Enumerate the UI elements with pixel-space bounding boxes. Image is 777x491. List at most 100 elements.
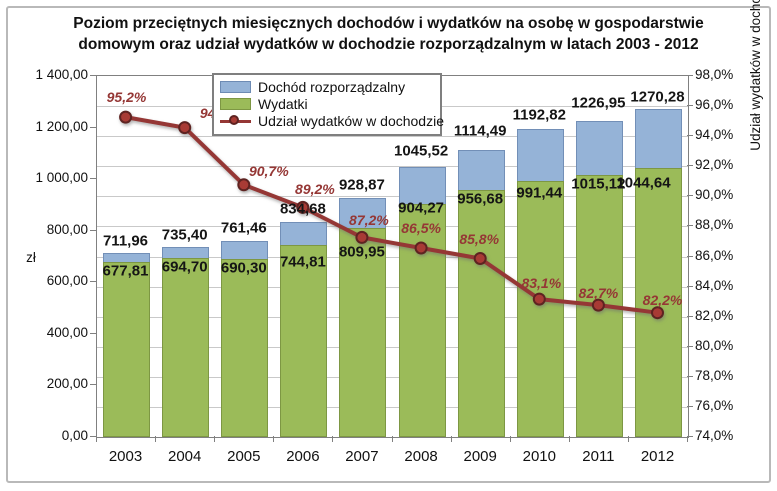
line-marker <box>296 200 310 214</box>
right-axis-tick <box>687 75 693 76</box>
income-value-label: 761,46 <box>220 219 267 237</box>
line-marker-swatch-icon <box>220 115 251 127</box>
left-axis-tick <box>90 126 96 128</box>
share-line-layer <box>119 110 664 320</box>
right-axis-tick <box>687 315 693 317</box>
gridline <box>97 316 688 318</box>
share-percent-label: 95,2% <box>106 89 147 106</box>
gridline <box>97 286 688 288</box>
x-axis-tick <box>687 436 688 442</box>
right-axis-tick <box>687 405 693 407</box>
right-axis-tick <box>687 225 693 227</box>
line-marker <box>414 241 428 255</box>
right-axis-title: Udział wydatków w dochodzie w % <box>748 0 763 151</box>
year-label: 2007 <box>345 448 379 465</box>
expense-value-label: 809,95 <box>338 243 385 261</box>
gridline <box>97 406 688 408</box>
year-label: 2003 <box>108 448 143 465</box>
right-axis-tick <box>687 195 693 197</box>
x-axis-tick <box>627 436 629 442</box>
gridline <box>97 226 688 228</box>
share-percent-label: 83,1% <box>521 275 562 292</box>
income-swatch-icon <box>220 81 251 93</box>
year-label: 2012 <box>640 448 675 465</box>
x-axis-tick <box>214 436 216 442</box>
share-percent-label: 86,5% <box>401 220 441 236</box>
expense-value-label: 744,81 <box>279 253 326 271</box>
income-value-label: 1226,95 <box>571 94 626 112</box>
line-marker <box>532 292 546 306</box>
year-label: 2011 <box>582 448 615 465</box>
chart-title: Poziom przeciętnych miesięcznych dochodó… <box>73 15 704 53</box>
expense-value-label: 690,30 <box>220 259 267 277</box>
x-axis-tick <box>155 436 157 442</box>
left-axis-tick-label: 800,00 <box>46 221 88 237</box>
year-label: 2005 <box>227 448 261 465</box>
expense-value-label: 1044,64 <box>616 174 671 192</box>
expense-value-label: 694,70 <box>161 258 208 276</box>
right-axis-tick-label: 80,0% <box>695 337 734 353</box>
right-axis-tick <box>687 135 693 137</box>
x-axis-tick <box>96 436 97 442</box>
right-axis-tick-label: 86,0% <box>695 247 734 263</box>
legend-item-income: Dochód rozporządzalny <box>220 79 434 95</box>
line-marker <box>651 306 664 320</box>
income-value-label: 1114,49 <box>453 122 507 140</box>
x-axis-tick <box>391 436 393 442</box>
left-axis-tick-label: 1 200,00 <box>35 118 88 134</box>
gridline <box>97 196 688 198</box>
expense-value-label: 1015,12 <box>571 175 626 193</box>
gridline <box>97 346 688 348</box>
left-axis-tick <box>90 75 96 76</box>
income-value-label: 1270,28 <box>630 88 685 106</box>
left-axis-tick-label: 1 000,00 <box>35 170 88 186</box>
income-value-label: 1045,52 <box>393 142 449 160</box>
left-axis-tick-label: 0,00 <box>61 428 88 443</box>
right-axis-tick-label: 74,0% <box>695 428 734 443</box>
legend: Dochód rozporządzalny Wydatki Udział wyd… <box>212 73 444 136</box>
expense-value-label: 991,44 <box>516 184 563 202</box>
x-axis-tick <box>450 436 452 442</box>
share-percent-label: 89,2% <box>295 181 335 198</box>
x-axis-tick <box>568 436 570 442</box>
left-axis-title: zł <box>26 250 36 265</box>
right-axis-tick <box>687 436 693 437</box>
line-marker <box>355 230 369 244</box>
line-marker <box>119 110 133 124</box>
right-axis-tick <box>687 165 693 167</box>
left-axis-tick <box>90 229 96 231</box>
bar-expense <box>280 244 328 437</box>
right-axis-tick-label: 76,0% <box>695 397 734 413</box>
bar-expense <box>162 257 210 437</box>
left-axis-tick <box>90 332 96 334</box>
gridline <box>97 376 688 378</box>
right-axis-tick-label: 94,0% <box>695 127 734 143</box>
left-axis-tick-label: 600,00 <box>46 273 88 289</box>
line-marker <box>591 298 605 312</box>
legend-label-income: Dochód rozporządzalny <box>258 79 406 95</box>
left-axis-tick-label: 400,00 <box>46 324 88 340</box>
right-axis-tick-label: 90,0% <box>695 187 734 203</box>
x-axis-tick <box>509 436 511 442</box>
right-axis-tick-label: 88,0% <box>695 217 734 233</box>
legend-label-expense: Wydatki <box>258 96 308 112</box>
left-axis-tick-label: 200,00 <box>46 376 88 392</box>
bar-expense <box>221 259 269 437</box>
income-value-label: 928,87 <box>338 176 385 194</box>
right-axis-tick <box>687 345 693 347</box>
share-percent-label: 82,7% <box>578 285 619 302</box>
line-marker <box>473 252 487 265</box>
bar-expense <box>516 181 564 437</box>
left-axis-tick <box>90 436 96 437</box>
year-label: 2008 <box>404 448 438 465</box>
year-label: 2006 <box>286 448 320 465</box>
right-axis-tick-label: 96,0% <box>695 97 734 113</box>
share-percent-label: 90,7% <box>248 162 289 179</box>
gridline <box>97 136 688 138</box>
expense-value-label: 677,81 <box>102 262 149 280</box>
right-axis-tick <box>687 375 693 377</box>
gridline <box>97 256 688 258</box>
year-label: 2004 <box>168 448 202 465</box>
legend-item-share: Udział wydatków w dochodzie <box>220 113 444 129</box>
